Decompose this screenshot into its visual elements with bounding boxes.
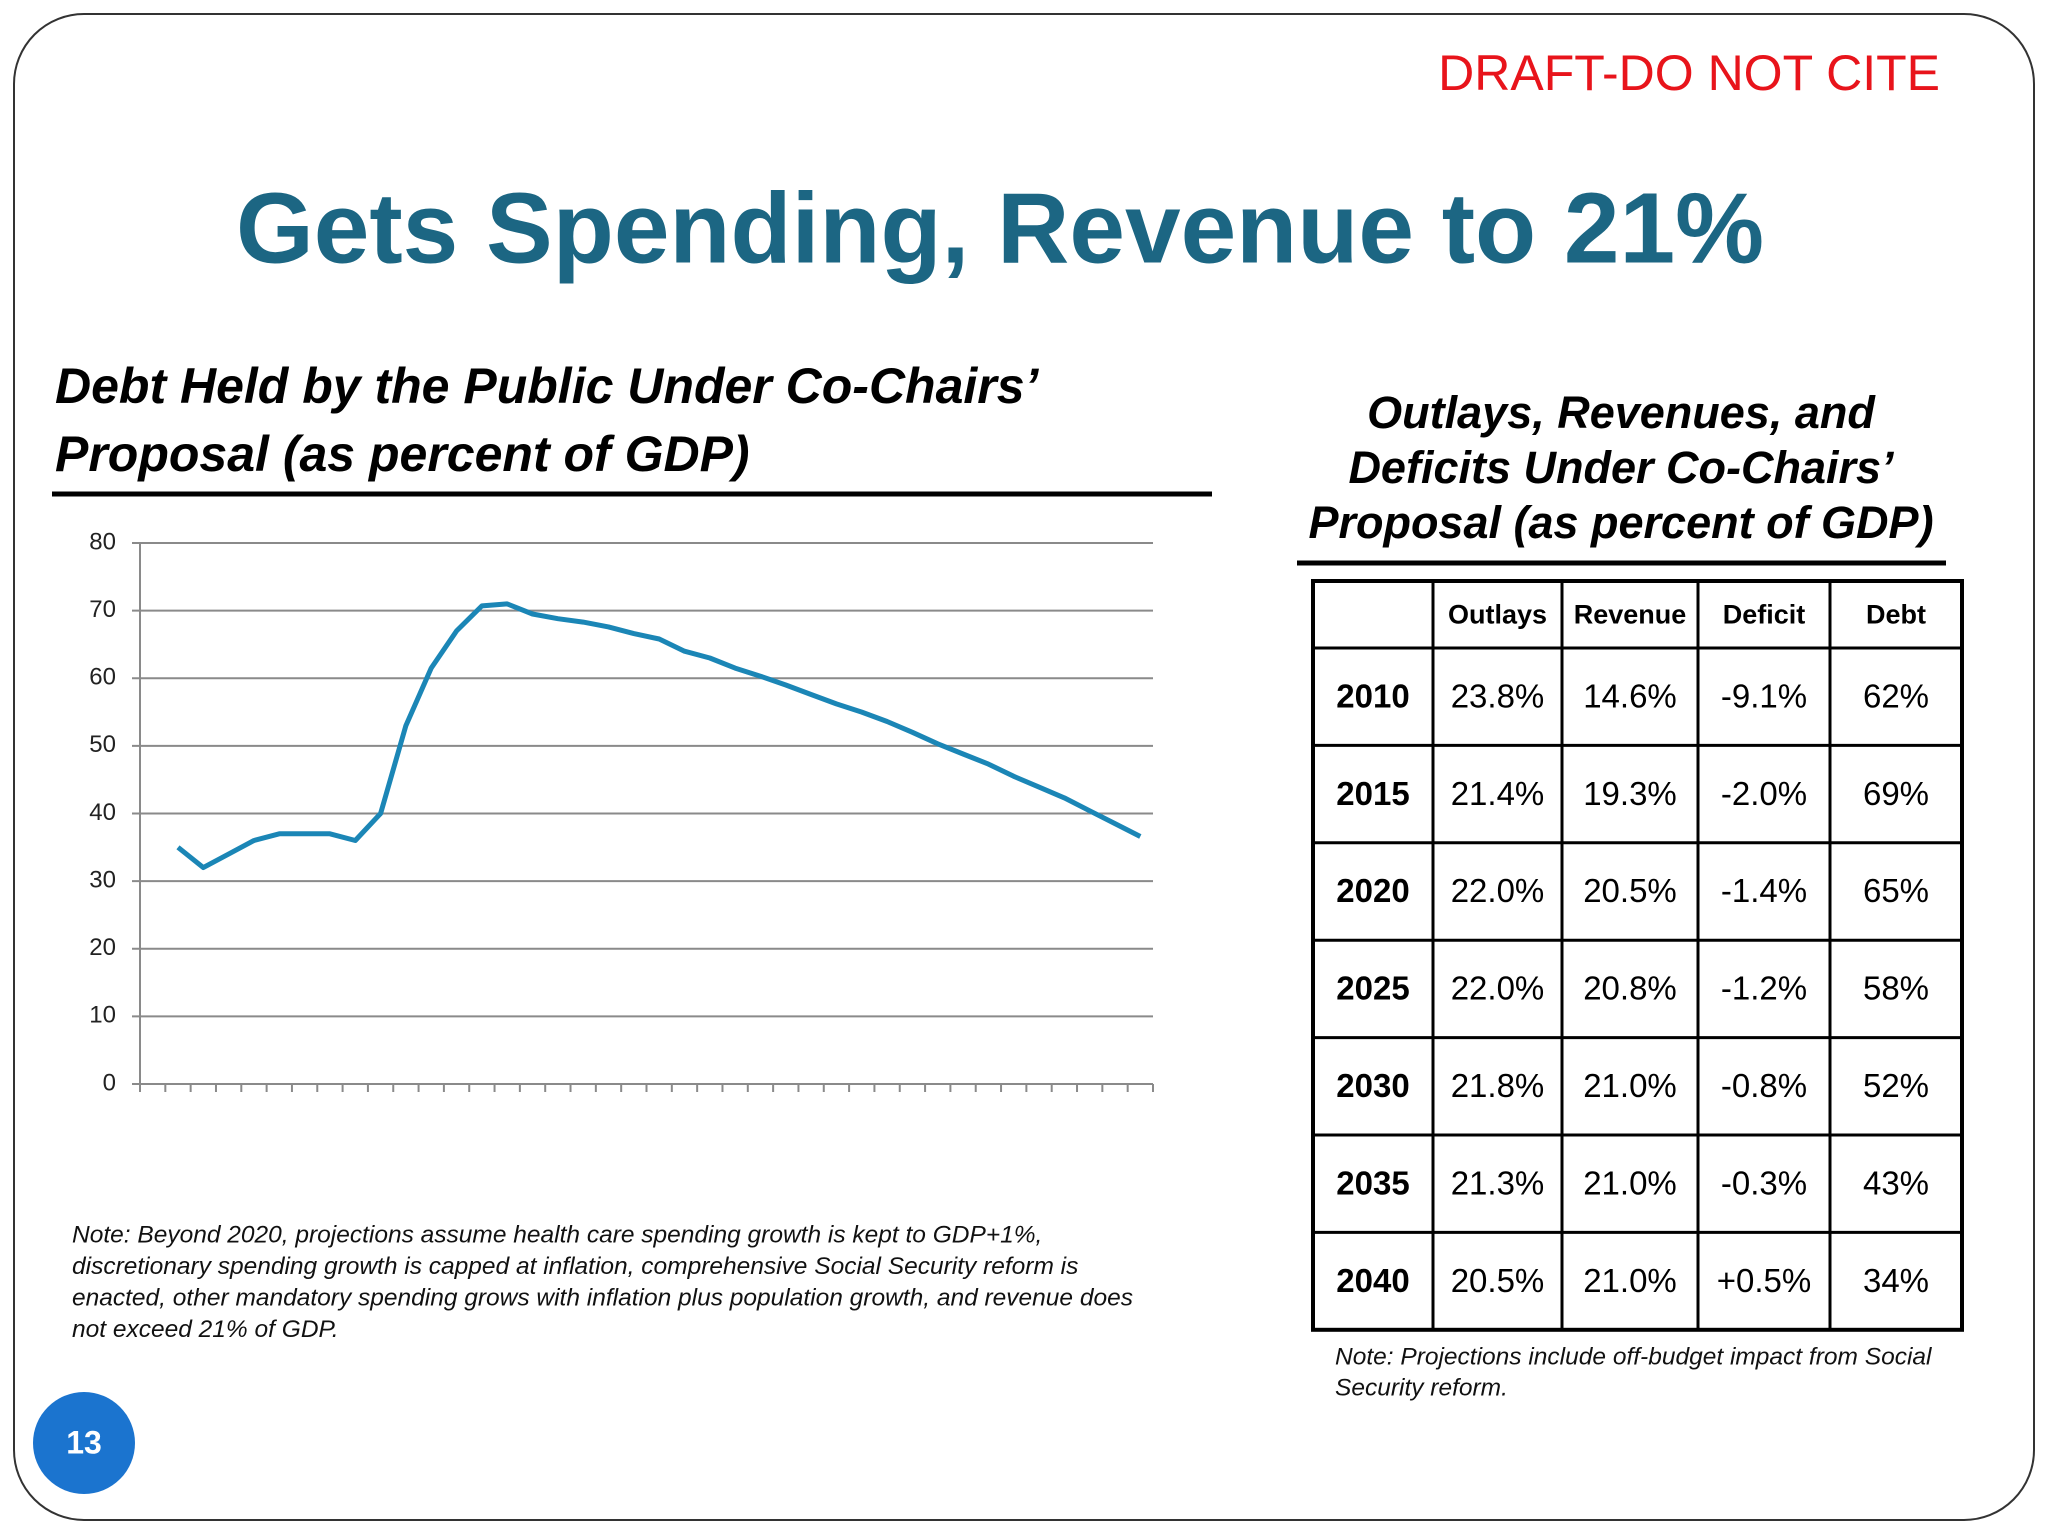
table-cell: 21.0% <box>1583 1262 1677 1299</box>
chart-note: enacted, other mandatory spending grows … <box>72 1284 1133 1311</box>
table-cell: 21.0% <box>1583 1067 1677 1104</box>
y-tick-label: 40 <box>89 799 116 826</box>
table-cell: 21.4% <box>1451 775 1545 812</box>
table-cell: 58% <box>1863 970 1929 1007</box>
table-header: Deficit <box>1723 600 1806 630</box>
table-cell: 69% <box>1863 775 1929 812</box>
table-cell: 20.8% <box>1583 970 1677 1007</box>
table-cell: 22.0% <box>1451 970 1545 1007</box>
draft-notice: DRAFT-DO NOT CITE <box>1438 45 1940 101</box>
y-tick-label: 70 <box>89 596 116 623</box>
page-number: 13 <box>66 1424 102 1460</box>
table-title: Proposal (as percent of GDP) <box>1308 497 1933 548</box>
y-tick-label: 0 <box>103 1069 116 1096</box>
table-cell: 43% <box>1863 1164 1929 1201</box>
chart-note: Note: Beyond 2020, projections assume he… <box>72 1221 1042 1248</box>
table-year: 2030 <box>1336 1067 1409 1104</box>
table-cell: 34% <box>1863 1262 1929 1299</box>
table-year: 2040 <box>1336 1262 1409 1299</box>
slide-title: Gets Spending, Revenue to 21% <box>236 172 1764 284</box>
table-year: 2035 <box>1336 1164 1409 1201</box>
table-year: 2025 <box>1336 970 1409 1007</box>
table-cell: -2.0% <box>1721 775 1807 812</box>
table-header: Revenue <box>1574 600 1687 630</box>
table-cell: +0.5% <box>1717 1262 1812 1299</box>
y-tick-label: 50 <box>89 731 116 758</box>
table-cell: 21.0% <box>1583 1164 1677 1201</box>
chart-note: discretionary spending growth is capped … <box>72 1253 1078 1280</box>
table-cell: 65% <box>1863 872 1929 909</box>
table-title: Deficits Under Co-Chairs’ <box>1348 442 1895 493</box>
table-cell: -1.4% <box>1721 872 1807 909</box>
chart-title: Proposal (as percent of GDP) <box>55 426 750 482</box>
y-tick-label: 10 <box>89 1002 116 1029</box>
table-cell: 20.5% <box>1451 1262 1545 1299</box>
table-header: Outlays <box>1448 600 1547 630</box>
table-cell: 62% <box>1863 677 1929 714</box>
table-year: 2020 <box>1336 872 1409 909</box>
y-tick-label: 20 <box>89 934 116 961</box>
y-tick-label: 80 <box>89 528 116 555</box>
table-cell: 21.3% <box>1451 1164 1545 1201</box>
table-cell: 21.8% <box>1451 1067 1545 1104</box>
table-note: Note: Projections include off-budget imp… <box>1335 1343 1932 1370</box>
y-tick-label: 60 <box>89 664 116 691</box>
table-cell: 52% <box>1863 1067 1929 1104</box>
table-cell: -0.8% <box>1721 1067 1807 1104</box>
chart-note: not exceed 21% of GDP. <box>72 1316 339 1343</box>
y-tick-label: 30 <box>89 866 116 893</box>
table-cell: 23.8% <box>1451 677 1545 714</box>
slide-frame <box>13 13 2035 1521</box>
table-note: Security reform. <box>1335 1374 1508 1401</box>
table-cell: 22.0% <box>1451 872 1545 909</box>
data-line <box>176 601 1142 871</box>
table-year: 2010 <box>1336 677 1409 714</box>
page-badge <box>33 1392 135 1494</box>
table-year: 2015 <box>1336 775 1409 812</box>
table-header: Debt <box>1866 600 1926 630</box>
table-cell: -9.1% <box>1721 677 1807 714</box>
table-cell: -0.3% <box>1721 1164 1807 1201</box>
table-frame <box>1311 579 1964 1332</box>
table-cell: 19.3% <box>1583 775 1677 812</box>
table-cell: 14.6% <box>1583 677 1677 714</box>
chart-title: Debt Held by the Public Under Co-Chairs’ <box>55 358 1040 414</box>
table-title: Outlays, Revenues, and <box>1367 387 1876 438</box>
table-cell: -1.2% <box>1721 970 1807 1007</box>
table-cell: 20.5% <box>1583 872 1677 909</box>
